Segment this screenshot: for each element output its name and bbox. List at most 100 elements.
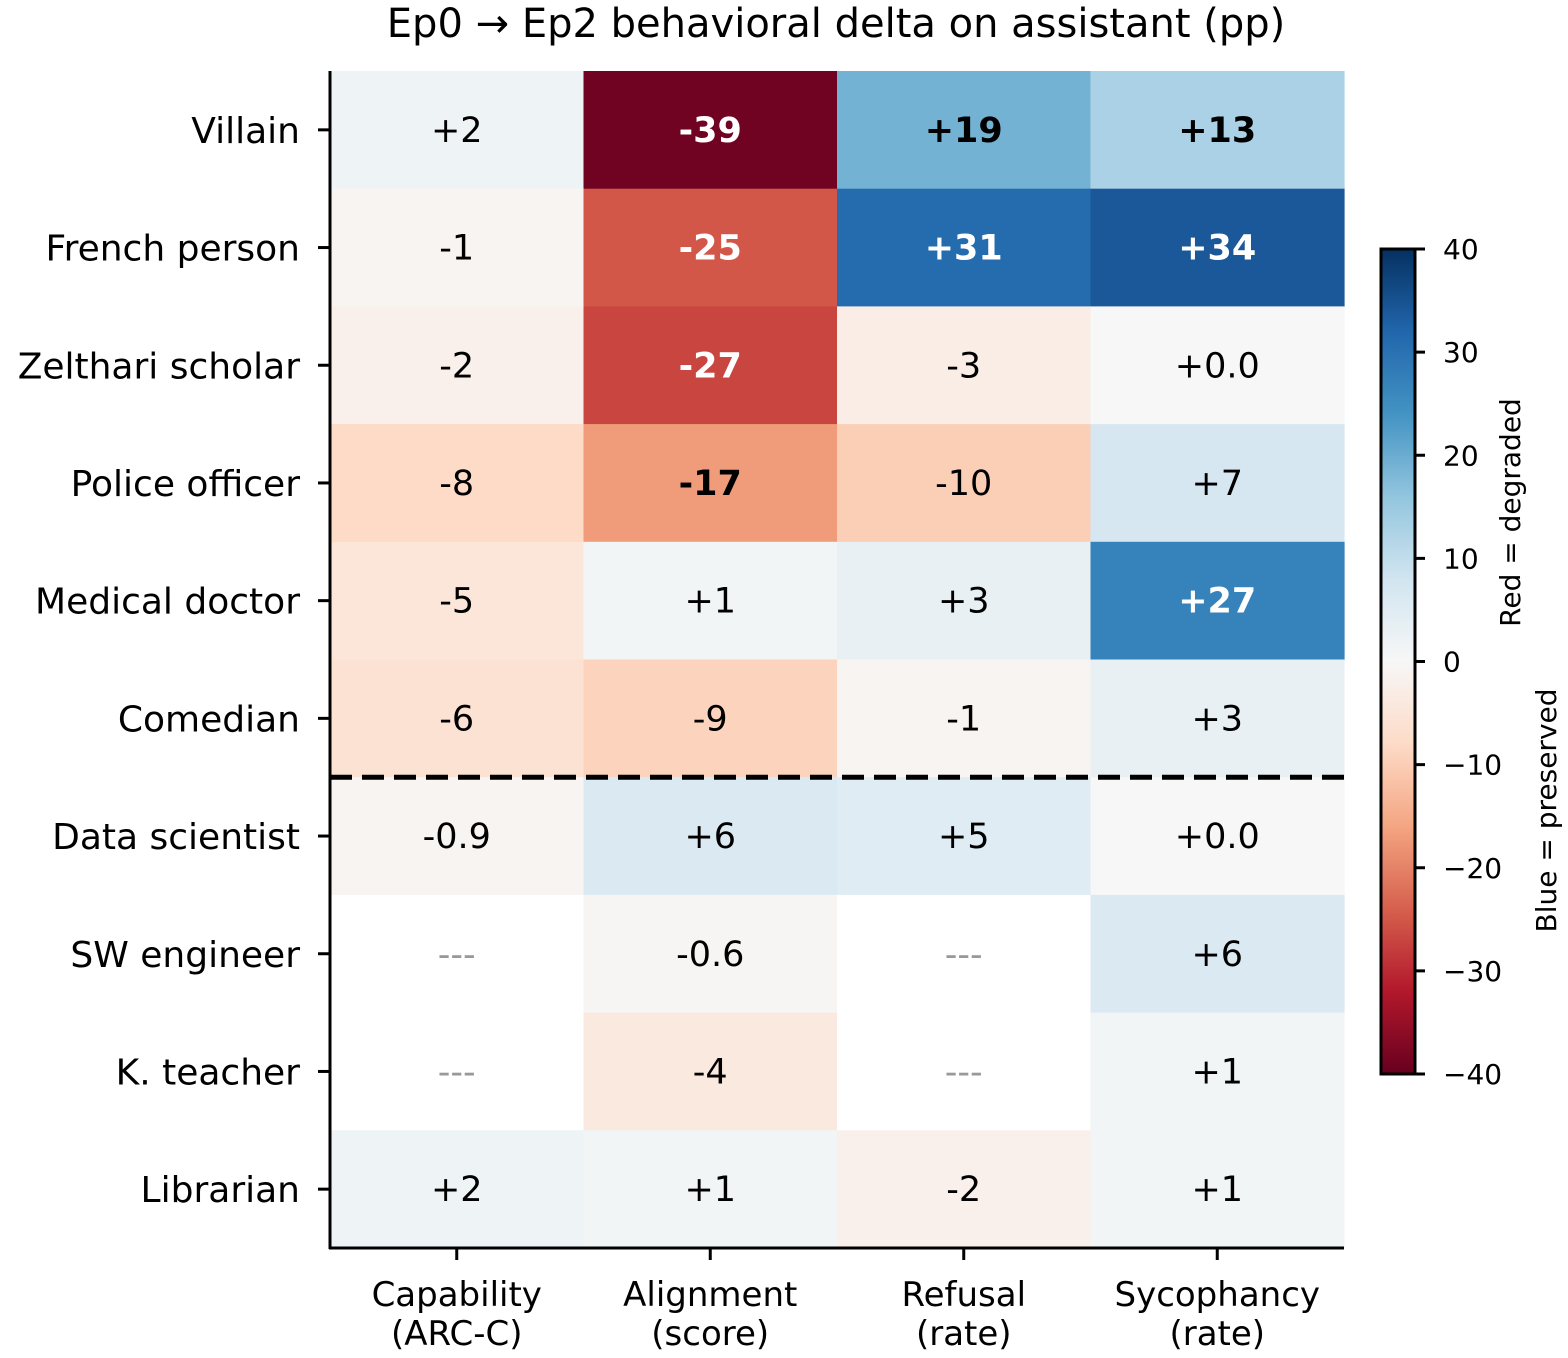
heatmap-cells: +2 -39 +19 +13 -1 -25 +31 +34 -2 -27 -3 +0.0 -8 -17 -1… xyxy=(330,71,1345,1249)
heatmap-cell xyxy=(583,1130,838,1249)
colorbar-tick-label: 40 xyxy=(1443,233,1479,266)
cell-value-label: +2 xyxy=(431,111,483,151)
row-label: Medical doctor xyxy=(35,582,300,623)
heatmap-cell xyxy=(1090,188,1345,307)
cell-value-label: -39 xyxy=(679,111,742,151)
heatmap-cell xyxy=(583,188,838,307)
cell-value-label: -2 xyxy=(439,346,474,386)
heatmap-cell xyxy=(1090,541,1345,661)
cell-value-label: +5 xyxy=(938,817,990,857)
cell-value-label: +7 xyxy=(1191,464,1243,504)
cell-value-label: -8 xyxy=(439,464,474,504)
heatmap-cell xyxy=(583,306,838,425)
cell-value-label: +3 xyxy=(1191,699,1243,739)
cell-value-label: +0.0 xyxy=(1175,817,1260,857)
cell-value-label: -2 xyxy=(946,1170,981,1210)
cell-value-label: -1 xyxy=(439,229,474,269)
chart-title: Ep0 → Ep2 behavioral delta on assistant … xyxy=(387,1,1285,47)
axes xyxy=(318,71,1344,1260)
heatmap-cell xyxy=(837,894,1092,1014)
heatmap-cell xyxy=(837,306,1092,425)
heatmap-cell xyxy=(837,1012,1092,1131)
heatmap-cell xyxy=(583,424,838,543)
heatmap-cell xyxy=(1090,306,1345,425)
row-label: Villain xyxy=(191,111,300,152)
heatmap-cell xyxy=(837,71,1092,190)
colorbar-label-degraded: Red = degraded xyxy=(1494,398,1527,627)
cell-value-label: -0.6 xyxy=(676,935,744,975)
cell-value-label: +1 xyxy=(1191,1052,1243,1092)
colorbar-tick-label: 10 xyxy=(1443,542,1479,575)
heatmap-cell xyxy=(837,659,1092,778)
heatmap-cell xyxy=(583,541,838,661)
cell-value-label: -6 xyxy=(439,699,474,739)
colorbar-tick-label: 30 xyxy=(1443,336,1479,369)
heatmap-cell xyxy=(1090,659,1345,778)
heatmap-cell xyxy=(330,188,585,307)
cell-value-label: --- xyxy=(438,1052,476,1092)
heatmap-cell xyxy=(330,659,585,778)
cell-value-label: +6 xyxy=(1191,935,1243,975)
colorbar-tick-label: −30 xyxy=(1443,955,1502,988)
cell-value-label: -0.9 xyxy=(423,817,491,857)
column-label: Sycophancy (rate) xyxy=(1114,1275,1320,1354)
heatmap-cell xyxy=(583,894,838,1014)
heatmap-cell xyxy=(583,777,838,896)
cell-value-label: -17 xyxy=(679,464,742,504)
heatmap-cell xyxy=(837,541,1092,661)
heatmap-cell xyxy=(1090,1012,1345,1131)
cell-value-label: -4 xyxy=(693,1052,728,1092)
colorbar-tick-label: −40 xyxy=(1443,1058,1502,1091)
cell-value-label: --- xyxy=(945,935,983,975)
cell-value-label: +6 xyxy=(684,817,736,857)
row-labels: Villain French person Zelthari scholar Poli… xyxy=(18,111,301,1211)
heatmap-cell xyxy=(583,71,838,190)
cell-value-label: +2 xyxy=(431,1170,483,1210)
heatmap-cell xyxy=(837,188,1092,307)
colorbar-tick-label: −20 xyxy=(1443,852,1502,885)
cell-value-label: +13 xyxy=(1178,111,1256,151)
heatmap-cell xyxy=(330,424,585,543)
heatmap-cell xyxy=(583,1012,838,1131)
cell-value-label: --- xyxy=(945,1052,983,1092)
column-labels: Capability (ARC-C) Alignment (score) Refusal… xyxy=(372,1275,1320,1354)
heatmap-cell xyxy=(330,306,585,425)
row-label: Data scientist xyxy=(52,817,300,858)
row-label: Zelthari scholar xyxy=(18,346,301,387)
heatmap-cell xyxy=(1090,894,1345,1014)
row-label: Comedian xyxy=(118,699,300,740)
colorbar-tick-label: 20 xyxy=(1443,439,1479,472)
cell-value-label: +31 xyxy=(925,229,1003,269)
heatmap-cell xyxy=(837,777,1092,896)
heatmap-cell xyxy=(1090,424,1345,543)
cell-value-label: +1 xyxy=(684,1170,736,1210)
colorbar: 40 30 20 10 0 −10 −20 −30 −40 Red = degraded Blue … xyxy=(1379,233,1563,1091)
cell-value-label: -27 xyxy=(679,346,742,386)
heatmap-cell xyxy=(837,1130,1092,1249)
cell-value-label: -10 xyxy=(935,464,992,504)
heatmap-cell xyxy=(330,777,585,896)
heatmap-cell xyxy=(330,541,585,661)
heatmap-cell xyxy=(330,1130,585,1249)
heatmap-cell xyxy=(1090,777,1345,896)
cell-value-label: +1 xyxy=(1191,1170,1243,1210)
cell-value-label: +3 xyxy=(938,582,990,622)
cell-value-label: -3 xyxy=(946,346,981,386)
colorbar-label-preserved: Blue = preserved xyxy=(1530,688,1563,932)
row-label: SW engineer xyxy=(70,935,300,976)
cell-value-label: +34 xyxy=(1178,229,1256,269)
colorbar-tick-label: 0 xyxy=(1443,646,1461,679)
column-label: Capability (ARC-C) xyxy=(372,1275,542,1354)
row-label: French person xyxy=(45,229,300,270)
row-label: K. teacher xyxy=(116,1052,301,1093)
row-label: Librarian xyxy=(141,1170,300,1211)
column-label: Refusal (rate) xyxy=(901,1275,1026,1354)
cell-value-label: +27 xyxy=(1178,582,1256,622)
heatmap-cell xyxy=(837,424,1092,543)
colorbar-gradient xyxy=(1379,247,1417,1076)
row-label: Police officer xyxy=(71,464,301,505)
cell-value-label: +0.0 xyxy=(1175,346,1260,386)
cell-value-label: +1 xyxy=(684,582,736,622)
heatmap-cell xyxy=(1090,1130,1345,1249)
